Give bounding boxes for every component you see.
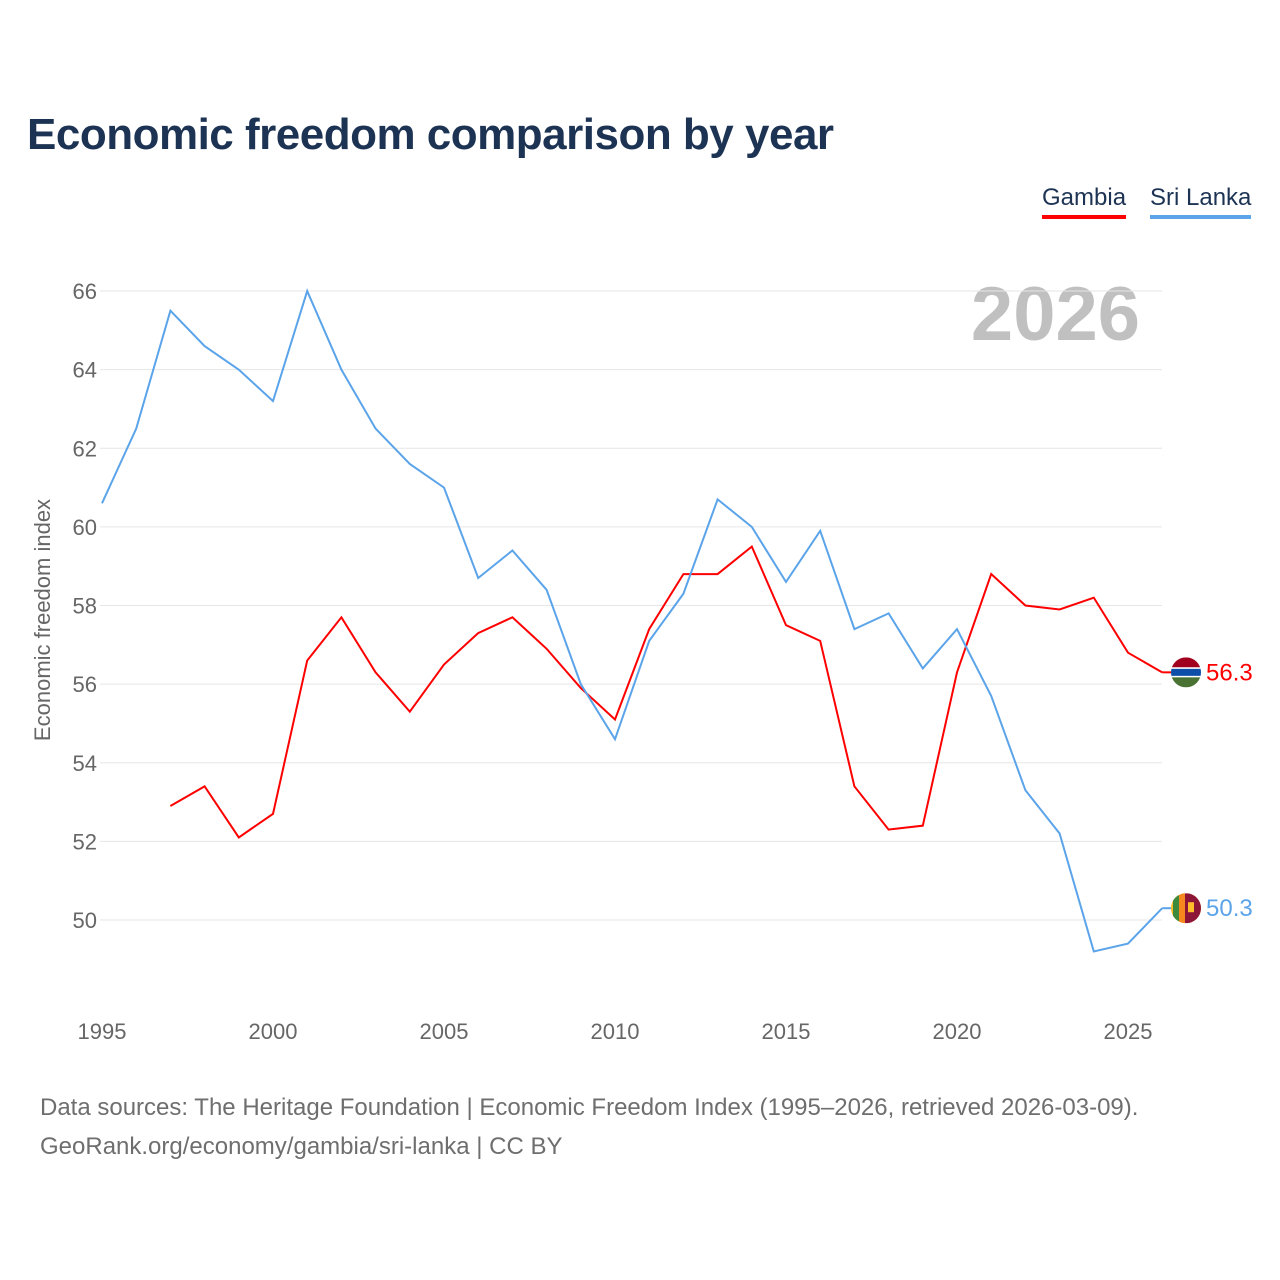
series-line-gambia	[169, 544, 1163, 839]
year-watermark: 2026	[971, 272, 1140, 357]
x-tick-label: 1995	[78, 1019, 127, 1044]
y-tick-label: 62	[73, 436, 97, 461]
x-tick-label: 2005	[420, 1019, 469, 1044]
end-value-label-gambia: 56.3	[1206, 659, 1253, 686]
y-axis-label: Economic freedom index	[30, 499, 55, 741]
y-tick-label: 56	[73, 672, 97, 697]
x-tick-label: 2020	[933, 1019, 982, 1044]
footer-link[interactable]: GeoRank.org/economy/gambia/sri-lanka | C…	[40, 1133, 563, 1160]
end-value-label-sri-lanka: 50.3	[1206, 895, 1253, 922]
y-tick-label: 60	[73, 515, 97, 540]
x-tick-label: 2025	[1104, 1019, 1153, 1044]
chart-title: Economic freedom comparison by year	[27, 110, 834, 159]
flag-gambia-icon	[1171, 657, 1201, 688]
flag-sri-lanka-icon	[1171, 893, 1201, 924]
y-tick-label: 50	[73, 908, 97, 933]
y-tick-label: 54	[73, 751, 97, 776]
x-tick-label: 2015	[762, 1019, 811, 1044]
legend-sri-lanka[interactable]: Sri Lanka	[1150, 184, 1252, 219]
y-tick-label: 52	[73, 829, 97, 854]
x-tick-label: 2010	[591, 1019, 640, 1044]
y-tick-label: 58	[73, 594, 97, 619]
y-tick-label: 66	[73, 279, 97, 304]
footer-sources: Data sources: The Heritage Foundation | …	[40, 1094, 1139, 1121]
footer: Data sources: The Heritage Foundation | …	[40, 1088, 1138, 1166]
legend-gambia[interactable]: Gambia	[1042, 184, 1127, 219]
series-line-sri-lanka	[101, 288, 1163, 953]
y-tick-label: 64	[73, 358, 97, 383]
x-tick-label: 2000	[249, 1019, 298, 1044]
